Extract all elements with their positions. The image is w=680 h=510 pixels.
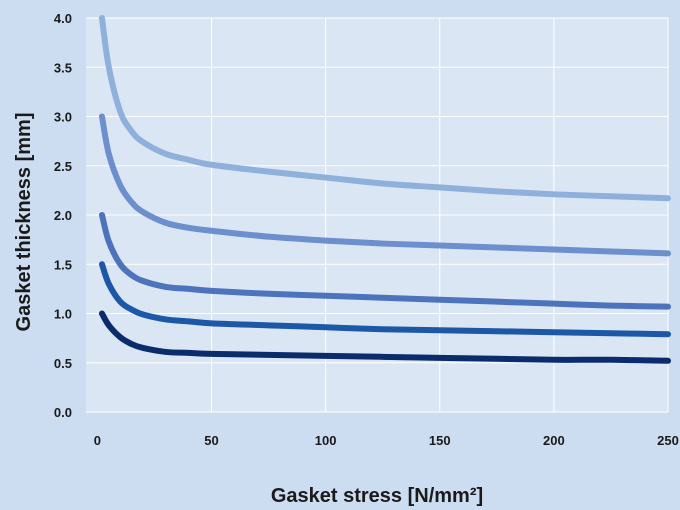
x-tick-label: 150: [429, 433, 451, 448]
series-line-5: [98, 310, 671, 364]
series-line-2: [98, 113, 671, 257]
y-tick-label: 1.0: [54, 307, 72, 322]
y-tick-label: 3.0: [54, 110, 72, 125]
y-tick-label: 4.0: [54, 11, 72, 26]
y-axis-title: Gasket thickness [mm]: [13, 113, 35, 332]
y-tick-label: 1.5: [54, 257, 72, 272]
x-tick-label: 100: [315, 433, 337, 448]
x-axis-title: Gasket stress [N/mm²]: [271, 485, 483, 507]
x-tick-label: 0: [94, 433, 101, 448]
series-group: [98, 15, 671, 364]
y-tick-label: 3.5: [54, 60, 72, 75]
x-tick-label: 250: [657, 433, 679, 448]
y-tick-label: 0.5: [54, 356, 72, 371]
y-tick-label: 2.5: [54, 159, 72, 174]
series-line-3: [98, 212, 671, 310]
x-tick-label: 200: [543, 433, 565, 448]
y-axis: 0.0 0.5 1.0 1.5 2.0 2.5 3.0 3.5 4.0: [54, 11, 72, 420]
x-axis: 0 50 100 150 200 250: [94, 433, 679, 448]
series-line-1: [98, 15, 671, 202]
y-tick-label: 0.0: [54, 405, 72, 420]
y-tick-label: 2.0: [54, 208, 72, 223]
x-tick-label: 50: [204, 433, 218, 448]
series-line-4: [98, 261, 671, 338]
grid: [86, 17, 669, 413]
